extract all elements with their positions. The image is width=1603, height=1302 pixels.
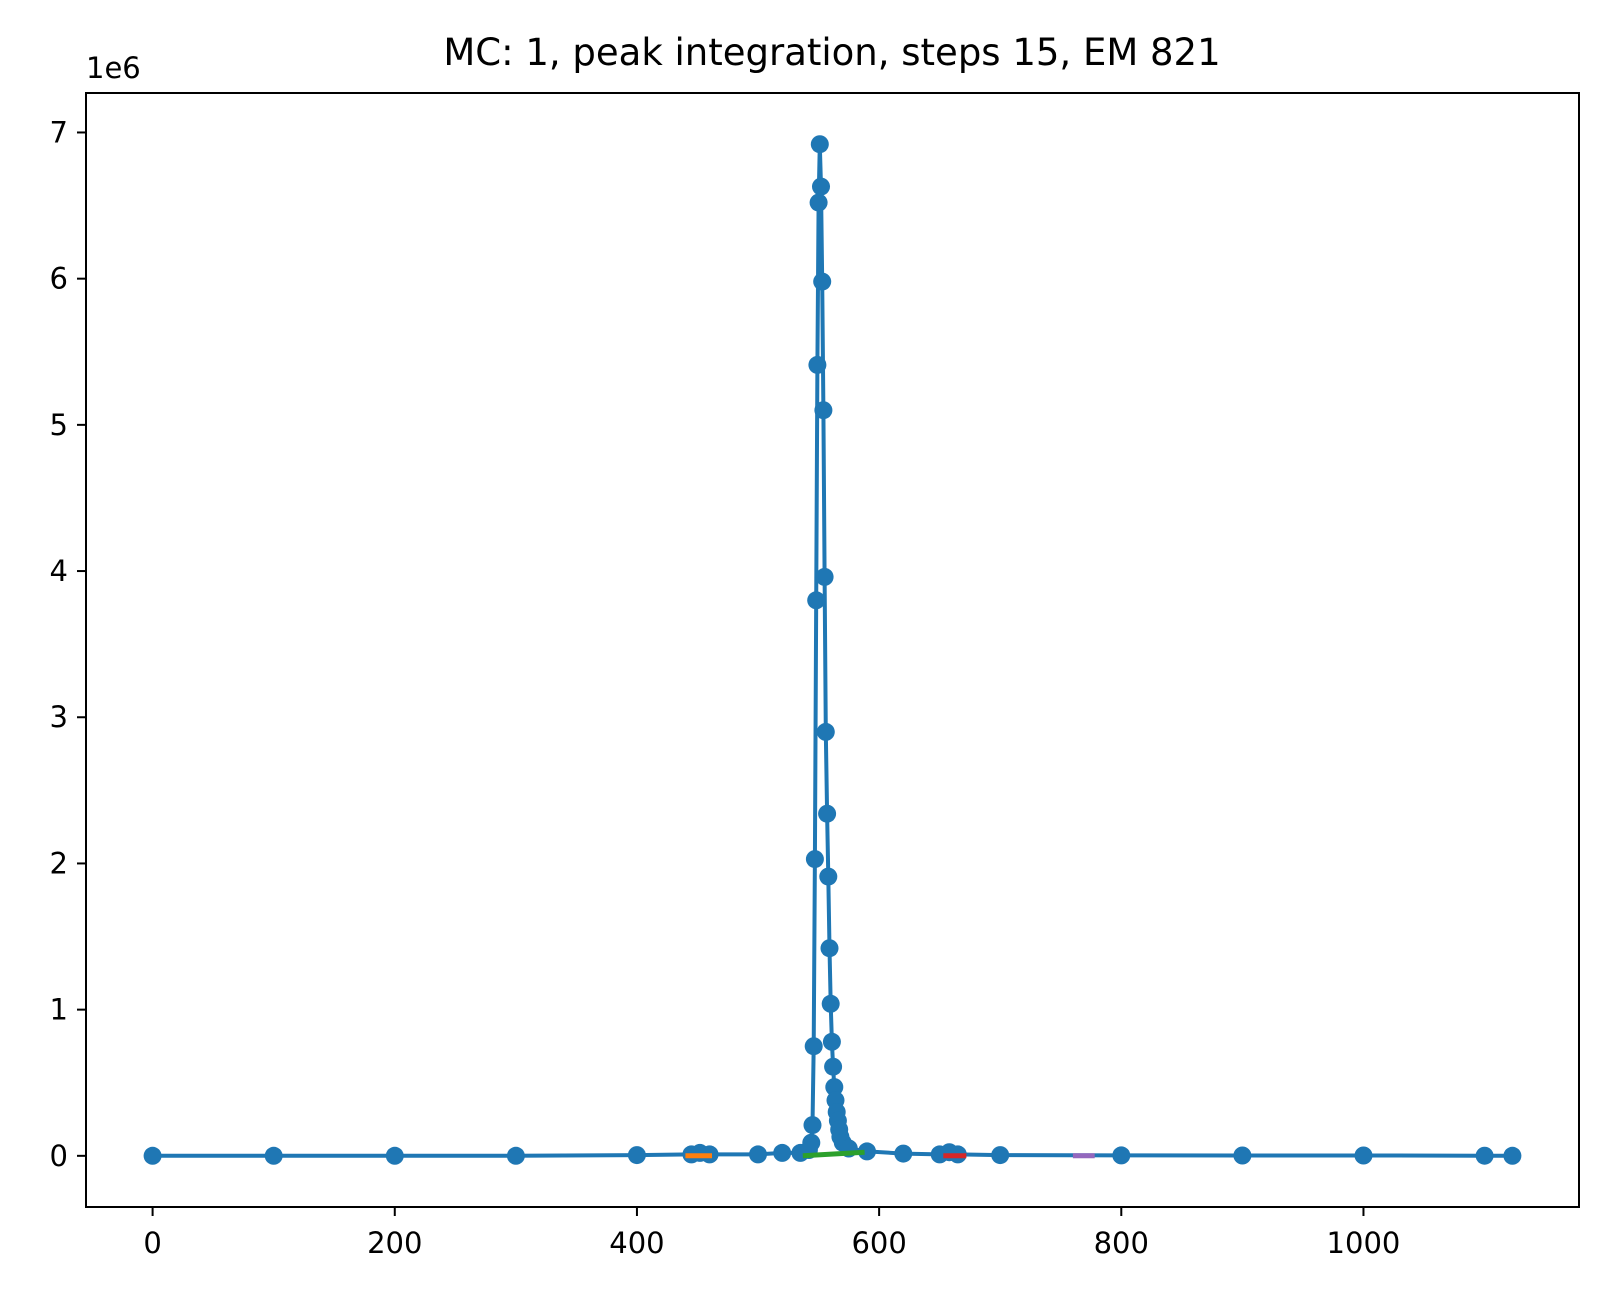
data-point [858,1142,876,1161]
data-point [1354,1146,1373,1165]
y-tick-label: 4 [50,554,68,588]
x-tick-label: 0 [143,1226,161,1260]
x-tick-label: 200 [367,1226,422,1260]
data-point [809,193,828,212]
data-point [818,804,837,823]
data-point [810,135,829,154]
data-point [894,1144,913,1163]
data-point [813,272,832,291]
data-point [816,722,835,741]
data-point [1475,1146,1494,1165]
data-point [143,1146,162,1165]
data-point [627,1146,646,1165]
series-2 [802,1149,865,1159]
axes-frame [85,92,1580,1208]
data-point [264,1146,283,1165]
data-point [991,1146,1010,1165]
data-point [805,850,824,869]
data-point [822,1032,841,1051]
data-point [821,994,840,1013]
y-tick-label: 0 [50,1139,68,1173]
y-axis: 0 1 2 3 4 5 6 7 [50,115,86,1173]
data-point [819,867,838,886]
data-point [1112,1146,1131,1165]
data-point [807,591,826,610]
y-tick-label: 5 [50,408,68,442]
data-point [1233,1146,1252,1165]
x-tick-label: 1000 [1327,1226,1401,1260]
chart-title: MC: 1, peak integration, steps 15, EM 82… [443,31,1220,74]
data-point [812,177,830,196]
data-point [773,1143,792,1162]
y-offset-label: 1e6 [86,51,141,85]
series-0 [143,135,1522,1165]
data-point [749,1145,767,1164]
y-tick-label: 1 [50,993,68,1027]
x-tick-label: 600 [851,1226,906,1260]
x-tick-label: 400 [609,1226,664,1260]
data-point [804,1037,823,1056]
data-point [802,1133,821,1152]
data-point [814,401,833,420]
data-point [803,1116,822,1135]
x-tick-label: 800 [1094,1226,1149,1260]
data-point [825,1078,844,1097]
x-axis: 0 200 400 600 800 1000 [143,1207,1400,1260]
data-point [385,1146,404,1165]
data-point [815,567,834,586]
data-point [808,355,827,374]
data-point [820,939,839,958]
y-tick-label: 3 [50,700,68,734]
series-line [802,1149,865,1159]
plot-marks [143,135,1522,1165]
data-point [1503,1146,1522,1165]
y-tick-label: 7 [50,115,68,149]
data-point [506,1146,525,1165]
y-tick-label: 2 [50,846,68,880]
y-tick-label: 6 [50,262,68,296]
data-point [824,1057,843,1076]
